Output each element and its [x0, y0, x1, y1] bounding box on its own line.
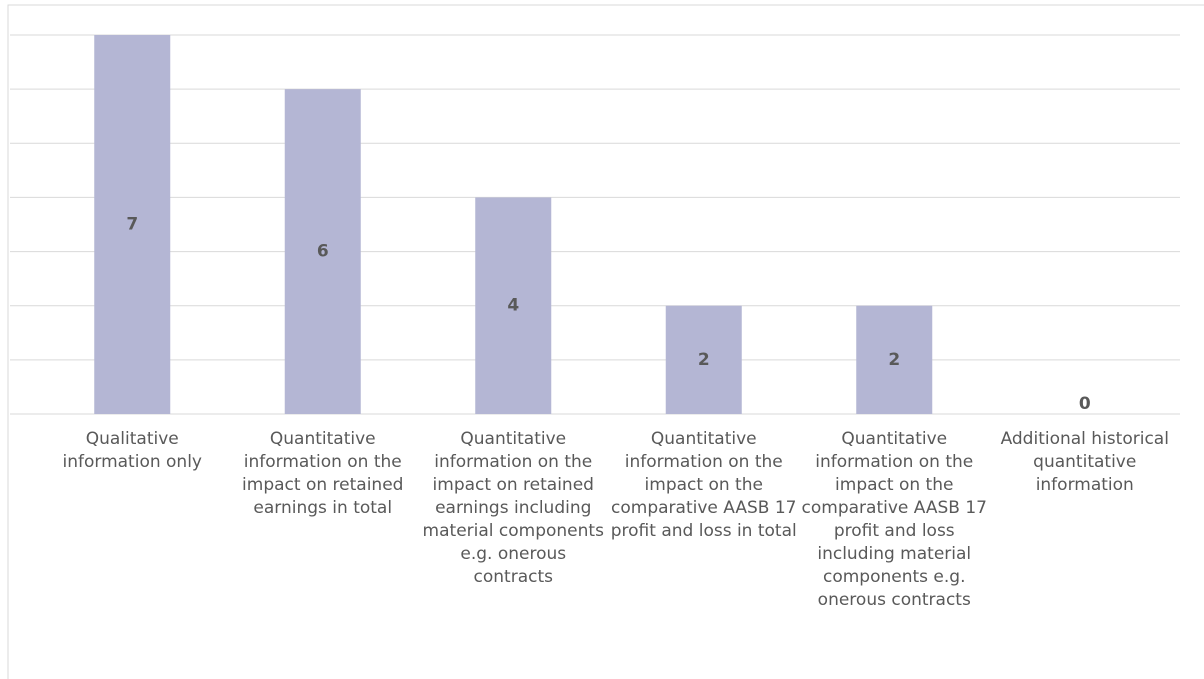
x-tick-label: Quantitative information on the impact o…: [610, 429, 797, 541]
x-tick-label: Quantitative information on the impact o…: [801, 429, 987, 610]
bar: [665, 305, 742, 414]
x-tick-label: Qualitative information only: [62, 429, 202, 472]
data-label: 4: [507, 296, 519, 316]
bar: [284, 89, 361, 415]
data-label: 2: [888, 350, 900, 370]
bar: [94, 35, 171, 414]
bar: [475, 197, 552, 414]
data-label: 0: [1079, 394, 1091, 414]
data-label: 7: [126, 215, 138, 235]
bar: [856, 305, 933, 414]
x-tick-label: Quantitative information on the impact o…: [422, 429, 604, 587]
data-label: 2: [698, 350, 710, 370]
x-tick-label: Additional historical quantitative infor…: [1000, 429, 1169, 495]
data-label: 6: [317, 242, 329, 262]
chart-border: [7, 4, 1204, 679]
x-tick-label: Quantitative information on the impact o…: [242, 429, 404, 518]
